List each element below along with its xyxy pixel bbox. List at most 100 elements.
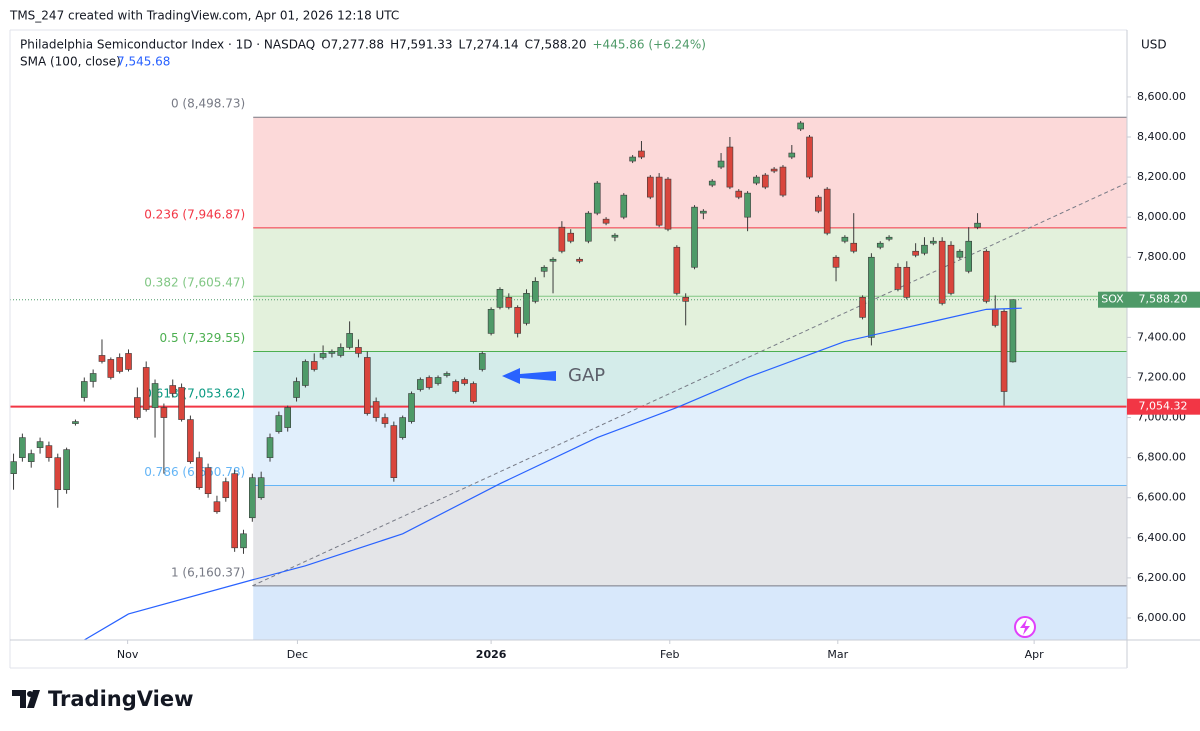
fib-band	[253, 485, 1127, 586]
candle-body	[266, 437, 274, 458]
candle-body	[89, 373, 97, 382]
fib-band	[253, 406, 1127, 486]
candle-body	[974, 222, 981, 228]
candle-body	[461, 379, 468, 384]
candle-body	[505, 297, 513, 308]
fib-band	[253, 351, 1127, 407]
logo-mark	[27, 691, 33, 697]
ohlc-value: O7,277.88	[321, 38, 384, 52]
fib-label: 0.236 (7,946.87)	[144, 207, 245, 221]
candle-body	[1000, 311, 1008, 392]
candle-body	[558, 226, 566, 252]
candle-body	[549, 258, 557, 262]
candle-body	[576, 258, 583, 262]
y-tick-label: 6,800.00	[1137, 451, 1186, 464]
candle-body	[213, 501, 221, 513]
gap-arrow	[502, 368, 556, 384]
credit: TMS_247 created with TradingView.com, Ap…	[9, 9, 399, 23]
candle-body	[965, 240, 972, 272]
candle-body	[620, 194, 628, 218]
candle-body	[434, 377, 442, 384]
candle-body	[36, 441, 44, 448]
candle-body	[284, 407, 292, 428]
candle-body	[806, 136, 813, 178]
candle-body	[823, 188, 831, 234]
candle-body	[496, 289, 504, 308]
symbol: Philadelphia Semiconductor Index · 1D · …	[20, 38, 315, 52]
x-tick-label: Dec	[287, 648, 308, 661]
candle-body	[204, 467, 212, 495]
candle-body	[912, 250, 919, 256]
candle-body	[832, 256, 840, 268]
candle-body	[664, 178, 672, 230]
candle-body	[107, 359, 115, 378]
candle-body	[390, 425, 398, 478]
candle-body	[673, 246, 681, 294]
y-tick-label: 6,400.00	[1137, 531, 1186, 544]
candle-body	[399, 417, 406, 438]
candle-body	[885, 236, 893, 240]
candle-body	[647, 176, 654, 198]
logo-mark	[12, 690, 40, 708]
ohlc-value: L7,274.14	[459, 38, 519, 52]
plot-area: 0 (8,498.73) 0.236 (7,946.87) 0.382 (7,605…	[10, 97, 1127, 640]
candle-body	[27, 453, 35, 462]
symbol-tag	[1098, 291, 1127, 308]
candle-body	[72, 421, 79, 424]
candle-body	[222, 481, 230, 499]
candle-body	[240, 533, 247, 549]
candle-body	[337, 347, 345, 356]
candle-body	[983, 250, 990, 302]
candle-body	[328, 351, 336, 354]
fib-label: 0 (8,498.73)	[171, 97, 245, 111]
candle-body	[708, 180, 716, 186]
candle-body	[602, 218, 610, 224]
axes: 6,000.00 6,200.00 6,400.00 6,600.00 6,800.00…	[117, 90, 1200, 661]
fib-label: 0.786 (6,660.78)	[144, 465, 245, 479]
candle-body	[532, 280, 539, 302]
candle-body	[593, 182, 601, 214]
candle-body	[691, 206, 698, 268]
y-tick-label: 8,400.00	[1137, 130, 1186, 143]
candle-body	[187, 419, 194, 462]
candle-body	[310, 361, 318, 370]
candle-body	[894, 266, 902, 290]
candle-body	[850, 242, 858, 252]
candle-body	[19, 437, 26, 458]
candle-body	[116, 357, 123, 372]
candle-body	[160, 407, 168, 418]
last-price-label: 7,588.20	[1139, 293, 1188, 306]
candle-body	[63, 449, 70, 491]
candle-body	[930, 240, 937, 244]
candle-body	[142, 367, 150, 410]
candle-body	[726, 146, 734, 188]
support-label: 7,054.32	[1139, 400, 1188, 413]
candle-body	[797, 122, 804, 130]
x-tick-label: 2026	[476, 648, 507, 661]
y-tick-label: 7,200.00	[1137, 370, 1186, 383]
candle-body	[921, 244, 928, 254]
candle-body	[938, 240, 946, 304]
candle-body	[293, 381, 300, 398]
candle-body	[523, 293, 530, 324]
annotation: GAP	[568, 365, 605, 386]
last-price-tag	[1127, 291, 1200, 308]
candle-body	[753, 176, 760, 184]
candle-body	[45, 445, 53, 458]
candle-body	[876, 242, 884, 248]
candle-body	[700, 210, 707, 214]
candle-body	[408, 393, 415, 422]
candle-body	[903, 266, 911, 298]
candle-body	[98, 355, 106, 362]
candle-body	[363, 357, 371, 414]
candle-body	[231, 473, 238, 549]
candle-body	[195, 457, 203, 489]
candle-body	[947, 244, 955, 294]
y-tick-label: 8,600.00	[1137, 90, 1186, 103]
currency: USD	[1141, 38, 1167, 52]
candle-body	[655, 176, 663, 226]
candle-body	[417, 379, 424, 390]
candle-body	[470, 383, 477, 402]
candle-body	[779, 166, 787, 196]
candle-body	[735, 190, 743, 198]
